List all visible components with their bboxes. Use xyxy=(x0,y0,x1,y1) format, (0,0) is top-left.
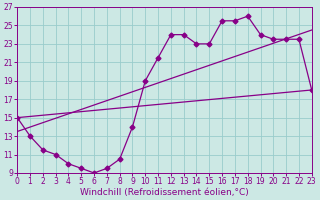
X-axis label: Windchill (Refroidissement éolien,°C): Windchill (Refroidissement éolien,°C) xyxy=(80,188,249,197)
